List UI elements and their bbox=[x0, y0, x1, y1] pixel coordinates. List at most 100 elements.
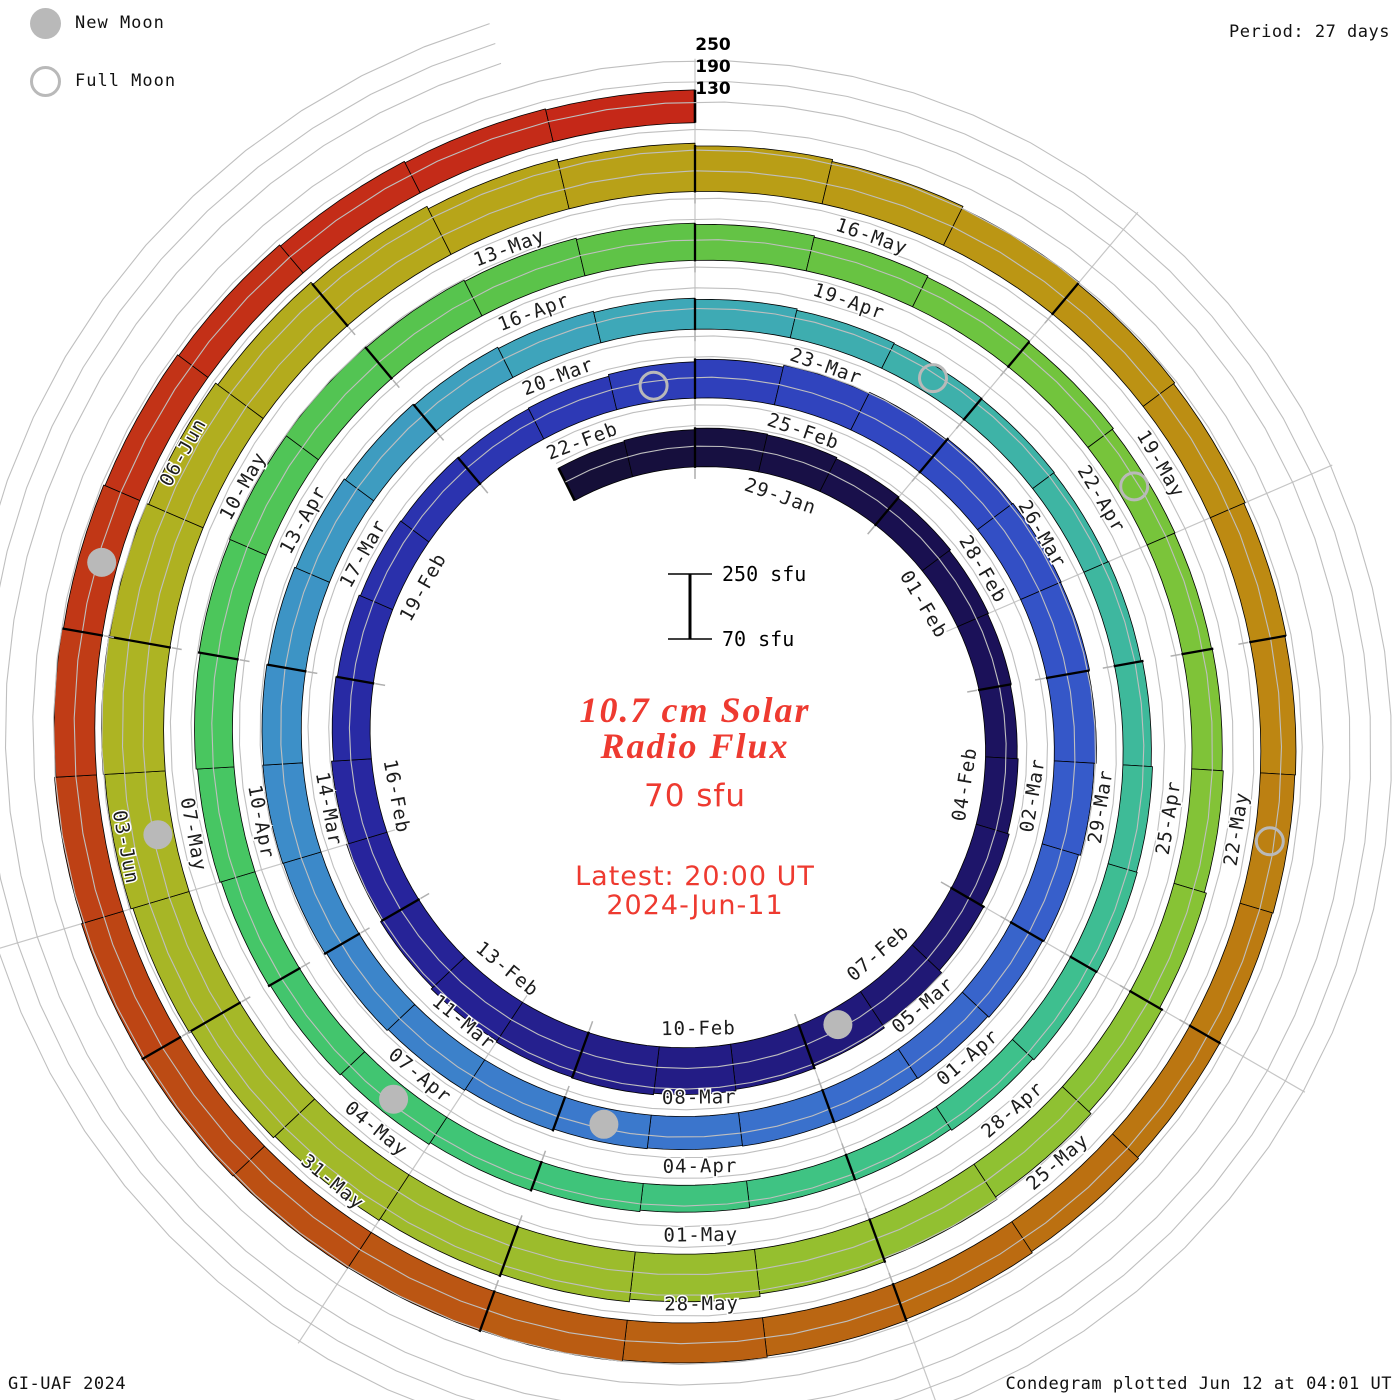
flux-bar bbox=[365, 279, 483, 379]
flux-bar bbox=[498, 310, 602, 378]
flux-bar bbox=[53, 628, 103, 778]
date-tick-gray bbox=[181, 1030, 191, 1037]
flux-bar bbox=[608, 361, 696, 411]
date-tick-gray bbox=[967, 689, 978, 693]
gridline-190sfu bbox=[0, 42, 1372, 1400]
date-tick-black bbox=[570, 1031, 590, 1079]
flux-bar bbox=[961, 922, 1044, 1018]
date-tick-gray bbox=[541, 1150, 547, 1161]
flux-bar bbox=[1012, 956, 1097, 1061]
date-tick-black bbox=[1113, 659, 1144, 668]
flux-bar bbox=[977, 502, 1062, 600]
date-tick-black bbox=[267, 966, 301, 988]
flux-bar bbox=[1010, 843, 1079, 942]
date-tick-gray bbox=[1000, 915, 1010, 923]
date-label-28-May: 28-May bbox=[664, 1293, 739, 1316]
flux-bar bbox=[1087, 429, 1176, 546]
date-tick-gray bbox=[1059, 950, 1070, 957]
flux-bar bbox=[593, 297, 696, 344]
date-tick-black bbox=[141, 1035, 182, 1061]
flux-bar bbox=[280, 161, 421, 274]
date-tick-black bbox=[1181, 647, 1214, 656]
flux-bar bbox=[805, 236, 929, 308]
date-tick-gray bbox=[940, 881, 951, 888]
flux-bar bbox=[576, 222, 696, 277]
moon-legend: New Moon Full Moon bbox=[30, 6, 176, 122]
date-tick-gray bbox=[794, 1013, 799, 1024]
date-tick-gray bbox=[348, 326, 356, 336]
full-moon-marker-2024-04-23 bbox=[1119, 471, 1150, 502]
date-tick-black bbox=[1009, 920, 1045, 943]
gridline-250sfu bbox=[0, 23, 1392, 1400]
date-tick-gray bbox=[1170, 653, 1181, 657]
gridline-130sfu bbox=[4, 62, 1351, 1400]
radial-scale-label-130: 130 bbox=[695, 79, 731, 99]
flux-bar bbox=[178, 244, 304, 378]
flux-bar bbox=[101, 636, 171, 775]
flux-bar bbox=[1070, 863, 1138, 973]
date-tick-black bbox=[498, 1225, 520, 1278]
date-tick-black bbox=[918, 437, 950, 474]
flux-bar bbox=[963, 398, 1055, 489]
flux-bar bbox=[267, 566, 330, 672]
new-moon-marker-2024-06-06 bbox=[87, 547, 117, 577]
flux-bar bbox=[1209, 502, 1287, 643]
new-moon-marker-2024-03-10 bbox=[589, 1109, 619, 1139]
date-tick-black bbox=[1006, 340, 1031, 369]
month-line-Mar bbox=[946, 464, 1333, 633]
date-tick-black bbox=[267, 663, 307, 673]
date-tick-black bbox=[1188, 1024, 1222, 1045]
date-tick-black bbox=[868, 1218, 887, 1263]
date-tick-gray bbox=[1238, 641, 1249, 645]
date-tick-gray bbox=[241, 996, 251, 1003]
ticks-layer bbox=[62, 145, 1287, 1333]
period-label: Period: 27 days bbox=[1228, 22, 1390, 42]
new-moon-marker-2024-05-08 bbox=[143, 820, 173, 850]
spiral-start-cap bbox=[557, 467, 576, 502]
scale-bar: 250 sfu 70 sfu bbox=[668, 562, 806, 651]
date-tick-gray bbox=[239, 658, 250, 663]
flux-bar bbox=[336, 594, 394, 684]
flux-bar bbox=[464, 237, 586, 317]
flux-bar bbox=[646, 1112, 743, 1150]
date-tick-gray bbox=[817, 1078, 823, 1089]
date-tick-black bbox=[456, 456, 482, 486]
date-tick-black bbox=[478, 1290, 496, 1333]
flux-bar bbox=[1114, 660, 1152, 767]
date-tick-black bbox=[1045, 669, 1090, 680]
flux-bar bbox=[1249, 635, 1297, 776]
date-tick-gray bbox=[864, 1207, 870, 1218]
flux-bar bbox=[1142, 383, 1246, 519]
date-tick-black bbox=[187, 1001, 242, 1034]
date-tick-gray bbox=[1119, 984, 1129, 991]
date-tick-black bbox=[1050, 282, 1080, 316]
radial-scale-label-190: 190 bbox=[695, 57, 731, 77]
flux-bar bbox=[1046, 670, 1097, 764]
flux-bar bbox=[479, 1291, 628, 1362]
new-moon-icon bbox=[30, 7, 61, 39]
flux-bar bbox=[1129, 883, 1207, 1009]
flux-bar bbox=[758, 434, 838, 492]
date-tick-gray bbox=[517, 1215, 523, 1226]
date-tick-black bbox=[891, 1282, 908, 1322]
date-tick-gray bbox=[999, 367, 1008, 377]
date-tick-black bbox=[62, 627, 104, 637]
date-tick-black bbox=[364, 346, 394, 380]
flux-bar bbox=[819, 458, 900, 526]
date-tick-gray bbox=[841, 1143, 847, 1154]
flux-bar bbox=[331, 758, 388, 845]
scale-bar-top-label: 250 sfu bbox=[722, 562, 806, 586]
full-moon-label: Full Moon bbox=[75, 71, 177, 91]
date-tick-gray bbox=[420, 892, 430, 900]
date-tick-black bbox=[551, 1095, 567, 1132]
flux-bar bbox=[1182, 648, 1223, 772]
date-tick-gray bbox=[392, 379, 400, 389]
legend-new-moon: New Moon bbox=[30, 6, 176, 40]
date-tick-gray bbox=[436, 432, 445, 441]
date-label-08-Mar: 08-Mar bbox=[662, 1086, 737, 1109]
flux-bar bbox=[822, 1048, 918, 1123]
date-tick-black bbox=[949, 886, 986, 909]
